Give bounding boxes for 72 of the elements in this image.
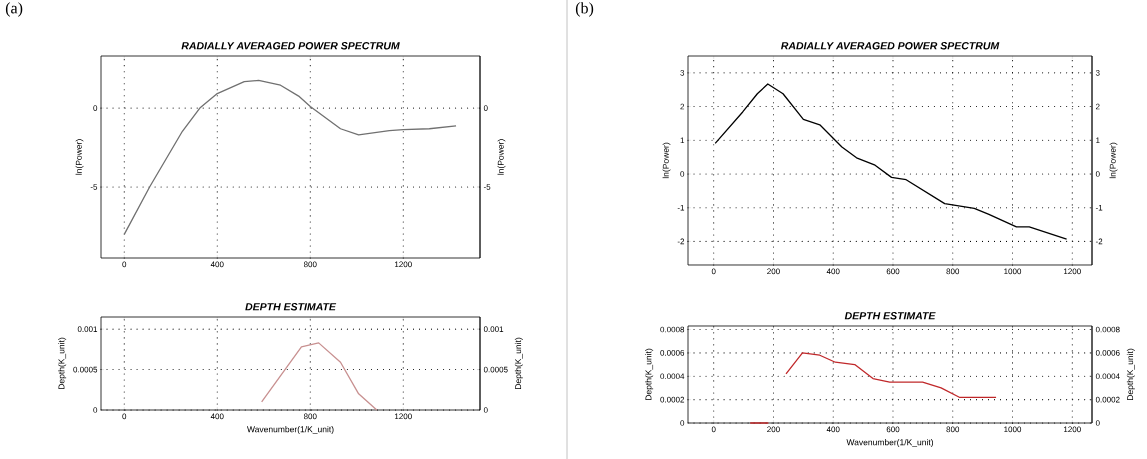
x-tick-label: 400 xyxy=(826,426,840,433)
x-tick-label: 0 xyxy=(122,261,127,268)
x-tick-label: 600 xyxy=(886,268,900,275)
y2-tick-label: -2 xyxy=(1095,238,1103,245)
x-tick-label: 200 xyxy=(767,426,780,433)
y-tick-label: -1 xyxy=(677,204,685,211)
y-tick-label: 0 xyxy=(93,105,98,111)
y2-tick-label: 0.0008 xyxy=(1095,326,1120,333)
x-tick-label: 800 xyxy=(303,413,317,420)
y2-axis-title: Depth(K_unit) xyxy=(514,337,523,390)
x-tick-label: 1200 xyxy=(394,261,412,268)
y-tick-label: -5 xyxy=(90,184,98,190)
y-axis-title: ln(Power) xyxy=(662,142,671,179)
y2-axis-title: ln(Power) xyxy=(1109,142,1118,179)
chart-title: DEPTH ESTIMATE xyxy=(245,303,337,311)
x-tick-label: 1000 xyxy=(1004,268,1022,275)
x-tick-label: 400 xyxy=(210,413,224,420)
x-tick-label: 400 xyxy=(210,261,224,268)
y2-tick-label: -1 xyxy=(1095,204,1103,211)
x-tick-label: 0 xyxy=(122,413,127,420)
y-tick-label: 0 xyxy=(680,171,685,177)
x-tick-label: 1000 xyxy=(1004,426,1022,433)
y2-tick-label: 0.0005 xyxy=(483,366,508,373)
line-series xyxy=(261,342,378,411)
y-tick-label: 0.0008 xyxy=(660,326,685,333)
y-tick-label: 0.0002 xyxy=(660,396,685,403)
y-tick-label: 0.0004 xyxy=(660,373,685,380)
y-tick-label: 1 xyxy=(680,137,685,144)
x-axis-title: Wavenumber(1/K_unit) xyxy=(247,426,334,434)
y-tick-label: 2 xyxy=(680,103,685,110)
y2-tick-label: 0 xyxy=(1095,171,1100,177)
x-tick-label: 800 xyxy=(946,426,960,433)
y2-axis-title: Depth(K_unit) xyxy=(1126,348,1135,401)
y2-tick-label: -5 xyxy=(483,184,491,190)
y-tick-label: 0.0006 xyxy=(660,350,685,356)
text: (b) xyxy=(575,2,594,17)
y-axis-title: Depth(K_unit) xyxy=(645,348,654,401)
chart-title: DEPTH ESTIMATE xyxy=(844,312,936,320)
y2-axis-title: ln(Power) xyxy=(497,139,506,175)
y-tick-label: -2 xyxy=(677,238,685,245)
y-axis-title: ln(Power) xyxy=(75,139,84,175)
x-tick-label: 0 xyxy=(711,426,716,433)
chart-title: RADIALLY AVERAGED POWER SPECTRUM xyxy=(781,42,1000,50)
y2-tick-label: 1 xyxy=(1096,137,1100,144)
y2-tick-label: 2 xyxy=(1095,103,1100,110)
x-tick-label: 600 xyxy=(886,426,900,433)
y-tick-label: 3 xyxy=(680,70,685,76)
x-tick-label: 0 xyxy=(711,268,716,275)
x-axis-title: Wavenumber(1/K_unit) xyxy=(846,439,934,447)
y-tick-label: 0 xyxy=(680,420,685,426)
y2-tick-label: 0.0002 xyxy=(1095,396,1120,403)
chart-title: RADIALLY AVERAGED POWER SPECTRUM xyxy=(181,42,400,50)
x-tick-label: 800 xyxy=(303,261,317,268)
x-tick-label: 1200 xyxy=(1064,268,1081,275)
y-tick-label: 0 xyxy=(93,407,98,413)
y2-tick-label: 3 xyxy=(1095,70,1100,76)
y2-tick-label: 0.001 xyxy=(483,326,504,332)
y2-tick-label: 0 xyxy=(483,105,488,111)
y-axis-title: Depth(K_unit) xyxy=(58,337,67,390)
x-tick-label: 1200 xyxy=(1064,426,1081,433)
x-tick-label: 800 xyxy=(946,268,960,275)
x-tick-label: 200 xyxy=(767,268,780,275)
x-tick-label: 1200 xyxy=(394,413,412,420)
x-tick-label: 400 xyxy=(826,268,840,275)
y2-tick-label: 0 xyxy=(1095,420,1100,426)
y2-tick-label: 0.0004 xyxy=(1095,373,1120,380)
y-tick-label: 0.001 xyxy=(77,326,98,332)
y2-tick-label: 0.0006 xyxy=(1095,350,1120,356)
y-tick-label: 0.0005 xyxy=(73,366,98,373)
y2-tick-label: 0 xyxy=(483,407,488,413)
text: (a) xyxy=(5,2,23,17)
line-series xyxy=(123,79,457,235)
